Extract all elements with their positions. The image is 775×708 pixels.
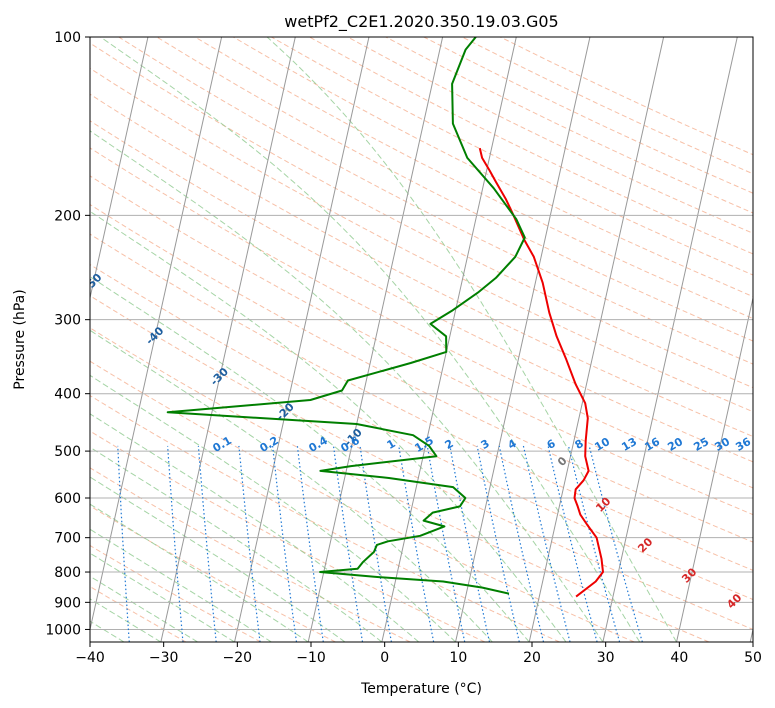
y-tick-label: 600 [54,491,81,507]
mixing-ratio-line [567,445,621,642]
dry-adiabat [90,175,753,516]
mixing-ratio-label: 36 [733,435,753,454]
moist-adiabat [90,276,530,642]
dry-adiabat [194,37,753,320]
dry-adiabat [90,505,336,642]
dry-adiabat [90,120,753,463]
dry-adiabat [90,430,486,642]
mixing-ratio-line [426,445,466,642]
mixing-ratio-line [449,445,491,642]
dry-adiabat [90,327,710,642]
moist-adiabat [90,413,420,642]
x-tick-label: 0 [380,650,389,666]
y-tick-label: 100 [54,30,81,46]
mixing-ratio-line [522,445,571,642]
x-tick-label: −40 [75,650,105,666]
mixing-ratio-line [238,445,261,642]
mixing-ratio-line [272,445,298,642]
isotherm-line [90,37,223,632]
x-tick-label: 50 [744,650,762,666]
isotherm-line [307,37,444,642]
dry-adiabat [90,295,753,630]
mixing-ratio-line [332,445,364,642]
y-tick-label: 200 [54,208,81,224]
isotherm-line [381,37,517,642]
mixing-ratio-line [359,445,392,642]
moist-adiabat [266,37,677,642]
chart-title: wetPf2_C2E1.2020.350.19.03.G05 [284,12,558,32]
isotherm-line [90,37,149,301]
dewpoint-profile-line [166,37,526,595]
mixing-ratio-line [296,445,324,642]
axes: −40 −30 −20 −10 0 10 20 30 40 50 100 200 300 400 500 60… [45,30,762,666]
y-tick-label: 800 [54,565,81,581]
moist-adiabat [90,476,346,642]
isotherm-line [160,37,296,642]
isotherm-line [234,37,370,642]
dry-adiabat [90,203,753,543]
plot-frame [89,36,754,643]
x-tick-label: 20 [523,650,541,666]
dry-adiabat [90,263,753,601]
mixing-ratio-line [167,445,184,642]
mixing-ratio-line [498,445,545,642]
dry-adiabat [90,147,753,489]
moist-adiabat [90,130,604,642]
y-axis-label: Pressure (hPa) [12,289,28,389]
y-tick-label: 1000 [45,622,81,638]
x-tick-label: −20 [223,650,253,666]
moist-adiabat [90,374,456,642]
x-tick-label: −10 [296,650,326,666]
mixing-ratio-line [547,445,598,642]
moist-adiabat [90,329,493,642]
isotherm-line [528,37,665,642]
dry-adiabat [232,37,753,298]
moist-adiabat [100,37,641,642]
isotherm-line [455,37,591,642]
mixing-ratio-line [476,445,520,642]
x-tick-label: −30 [149,650,179,666]
dry-adiabat [90,586,187,642]
dry-adiabat [90,394,560,642]
temperature-profile-line [478,147,604,598]
isotherm-line [602,37,738,642]
x-tick-label: 30 [597,650,615,666]
mixing-ratio-line [398,445,435,642]
mixing-ratio-line [117,445,130,642]
dry-adiabat [156,37,753,342]
y-tick-label: 300 [54,313,81,329]
isotherm-line [676,295,753,642]
mixing-ratio-line [197,445,217,642]
y-tick-label: 400 [54,387,81,403]
y-tick-label: 500 [54,444,81,460]
y-tick-label: 900 [54,595,81,611]
x-axis-label: Temperature (°C) [360,681,482,697]
y-tick-label: 700 [54,531,81,547]
dry-adiabat [90,93,753,438]
dry-adiabat [90,233,753,571]
mixing-ratio-line [588,445,643,642]
x-tick-label: 10 [449,650,467,666]
moist-adiabat [90,210,567,642]
x-tick-label: 40 [670,650,688,666]
